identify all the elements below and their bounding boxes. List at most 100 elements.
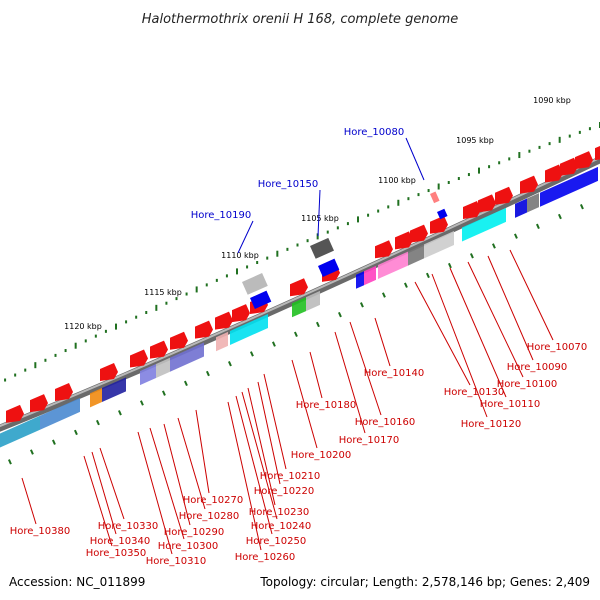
kbp-dot [125,320,128,324]
forward-gene [215,311,233,330]
kbp-dot [54,353,57,357]
leader-line [257,381,281,485]
forward-gene [170,331,188,350]
gene-block [540,166,598,207]
forward-gene [100,362,118,381]
gene-block [378,251,408,279]
map-title: Halothermothrix orenii H 168, complete g… [142,12,459,27]
forward-gene [130,349,148,368]
kbp-dot [316,233,319,240]
leader-line [227,401,262,551]
kbp-dot [488,165,491,169]
kbp-dot [407,197,410,201]
gene-tick [7,459,12,465]
leader-line [414,281,471,386]
gene-block [90,388,102,408]
kbp-dot [4,378,7,382]
gene-block [356,271,364,289]
gene-feature [241,273,268,295]
leader-line [137,431,173,555]
gene-tick [316,321,320,328]
gene-tick [470,253,474,259]
kbp-dot [135,315,138,319]
gene-feature [430,191,440,204]
gene-tick [293,331,298,337]
kbp-dot [74,342,77,349]
kbp-dot [104,329,107,333]
kbp-dot [165,301,168,305]
gene-label-forward: Hore_10220 [254,486,315,497]
gene-tick [558,213,562,220]
kbp-dot [588,127,591,131]
forward-gene [195,320,213,339]
gene-block [40,397,80,430]
gene-tick [118,410,122,416]
kbp-label: 1105 kbp [301,214,339,223]
kbp-dotted-arc [4,122,600,382]
forward-gene [495,186,513,205]
forward-gene [290,278,308,297]
gene-block [515,198,527,218]
forward-gene [395,231,413,250]
leader-line [374,317,391,367]
gene-block [424,231,454,259]
forward-gene [30,394,48,413]
gene-tick [205,370,210,377]
gene-block [527,193,539,213]
gene-tick [403,282,408,288]
forward-gene [430,215,448,234]
gene-label-forward: Hore_10160 [355,417,416,428]
leader-line [509,249,554,341]
gene-label-forward: Hore_10100 [497,379,558,390]
kbp-dot [286,247,289,251]
kbp-dot [84,339,87,343]
gene-label-forward: Hore_10230 [249,507,310,518]
leader-line [99,447,125,520]
gene-tick [382,292,386,298]
gene-block [156,357,170,378]
gene-tick [580,204,584,210]
gene-label-forward: Hore_10140 [364,368,425,379]
kbp-dot [518,152,521,159]
gene-tick [491,243,496,249]
gene-block [306,290,320,312]
gene-tick [360,302,364,308]
gene-tick [161,390,166,396]
gene-block [216,331,228,352]
leader-line [487,255,534,361]
kbp-dot [568,134,571,138]
gene-labels: Hore_10080 Hore_10150 Hore_10190 Hore_10070… [10,127,588,567]
kbp-dot [326,230,329,234]
gene-block [230,314,268,345]
gene-label-forward: Hore_10090 [507,362,568,373]
kbp-dot [246,265,249,269]
gene-label-forward: Hore_10110 [480,399,541,410]
leader-line [235,395,273,535]
leader-line [449,267,507,398]
forward-gene [463,201,481,220]
leader-line [149,427,185,540]
leader-line [317,189,321,237]
gene-label-forward: Hore_10330 [98,521,159,532]
kbp-dot [236,268,238,275]
gene-feature [249,290,272,309]
gene-tick [29,449,34,455]
leader-line [91,451,117,535]
leader-line [263,373,287,470]
leader-line [177,417,206,510]
gene-label-forward: Hore_10310 [146,556,207,567]
kbp-dot [578,130,581,134]
gene-ticks [7,204,584,465]
gene-label-forward: Hore_10340 [90,536,151,547]
kbp-dot [44,358,47,362]
kbp-dot [225,274,228,278]
leader-line [163,423,191,526]
leader-line [237,220,254,254]
leader-line [309,351,323,399]
gene-tick [140,400,144,406]
genome-summary-text: Topology: circular; Length: 2,578,146 bp… [259,575,590,589]
forward-gene [55,383,73,402]
gene-feature [318,258,340,277]
kbp-dot [336,226,339,230]
gene-block [0,415,40,448]
